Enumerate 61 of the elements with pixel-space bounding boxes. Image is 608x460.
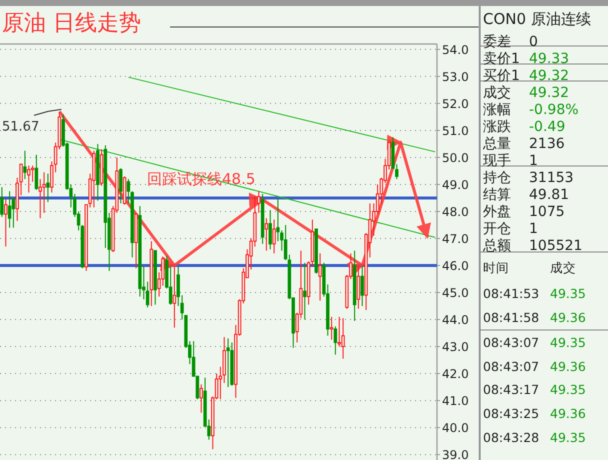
text: 08:41:53 [483, 286, 540, 301]
text: 买价1 [483, 68, 520, 84]
text: 2136 [529, 136, 565, 152]
text: 49.35 [550, 382, 586, 397]
text: 持仓 [483, 170, 511, 186]
text: 49.36 [550, 310, 586, 325]
text: 49.35 [550, 430, 586, 445]
y-tick-label: 45.0 [442, 286, 469, 300]
text: 外盘 [483, 204, 511, 220]
annotation: 51.67 [2, 119, 40, 134]
text: 1 [529, 153, 538, 169]
y-tick-label: 49.0 [442, 178, 469, 192]
text: CON0 原油连续 [483, 10, 591, 28]
y-tick-label: 54.0 [442, 42, 469, 57]
text: 涨跌 [483, 119, 511, 135]
y-tick-label: 46.0 [442, 259, 469, 274]
text: 时间 [483, 260, 509, 275]
text: 49.36 [550, 359, 586, 374]
text: 总额 [482, 238, 511, 254]
text: 成交 [550, 260, 576, 275]
y-tick-label: 40.0 [442, 421, 469, 436]
text: 08:41:58 [483, 310, 540, 325]
y-tick-label: 52.0 [442, 96, 469, 111]
text: 成交 [483, 85, 511, 101]
text: 08:43:28 [483, 430, 540, 445]
text: 31153 [529, 170, 574, 186]
text: -0.49 [529, 119, 566, 135]
text: 49.35 [550, 286, 586, 301]
y-tick-label: 47.0 [442, 232, 469, 246]
text: 49.32 [529, 68, 570, 84]
text: 0 [529, 34, 538, 50]
text: 105521 [529, 238, 582, 254]
y-tick-label: 43.0 [442, 340, 469, 354]
text: 委差 [483, 34, 511, 50]
text: 结算 [483, 187, 511, 203]
text: 总量 [482, 136, 511, 152]
text: 49.33 [529, 51, 570, 67]
text: 08:43:17 [483, 382, 540, 397]
y-tick-label: 39.0 [442, 448, 469, 460]
text: 49.35 [550, 335, 586, 350]
text: 49.32 [529, 85, 570, 101]
y-tick-label: 48.0 [442, 204, 469, 219]
y-tick-label: 53.0 [442, 70, 469, 84]
text: 1075 [529, 204, 565, 220]
text: 08:43:07 [483, 359, 540, 374]
title: 原油 日线走势 [2, 11, 141, 36]
text: 49.81 [529, 187, 570, 203]
y-tick-label: 50.0 [442, 150, 469, 165]
text: 现手 [483, 153, 511, 169]
y-tick-label: 44.0 [442, 313, 469, 328]
text: -0.98% [529, 102, 579, 118]
y-tick-label: 41.0 [442, 394, 469, 408]
text: 涨幅 [483, 102, 511, 118]
text: 卖价1 [483, 51, 520, 67]
y-tick-label: 51.0 [442, 124, 469, 138]
text: 开仓 [483, 221, 511, 237]
text: 1 [529, 221, 538, 237]
text: 49.36 [550, 406, 586, 421]
y-tick-label: 42.0 [442, 367, 469, 382]
text: 08:43:25 [483, 406, 540, 421]
text: 08:43:07 [483, 335, 540, 350]
